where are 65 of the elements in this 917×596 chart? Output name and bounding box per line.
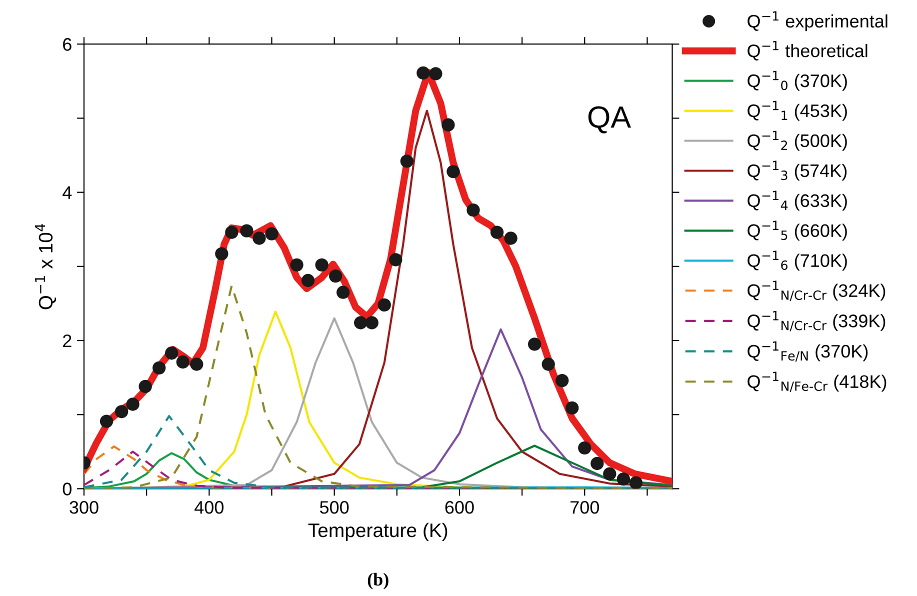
point — [126, 398, 140, 411]
legend-label: Q$^{−1}$$_{Fe/N}$ (370K) — [748, 341, 868, 362]
point — [490, 226, 504, 239]
x-tick-label: 300 — [70, 501, 98, 514]
point — [603, 467, 616, 480]
legend-label: Q$^{−1}$$_{5}$ (660K) — [748, 220, 847, 241]
y-tick-label: 4 — [62, 186, 72, 199]
point — [542, 358, 555, 371]
y-tick-label: 2 — [63, 334, 72, 348]
point — [378, 298, 391, 312]
point — [556, 374, 569, 388]
x-tick-label: 400 — [194, 501, 224, 514]
legend-label: Q$^{−1}$$_{0}$ (370K) — [748, 70, 847, 91]
point — [616, 472, 630, 486]
y-tick-label: 0 — [62, 482, 72, 496]
legend-label: Q$^{−1}$$_{N/Cr-Cr}$ (324K) — [748, 280, 886, 301]
point — [400, 154, 414, 168]
x-tick-label: 600 — [445, 501, 474, 514]
point — [416, 66, 430, 80]
legend-label: Q$^{−1}$$_{6}$ (710K) — [748, 250, 847, 271]
point — [176, 355, 190, 369]
point — [265, 227, 278, 240]
point — [252, 232, 266, 245]
point — [389, 253, 402, 266]
legend-label: Q$^{−1}$ theoretical — [748, 40, 868, 61]
legend-label: Q$^{−1}$$_{N/Fe-Cr}$ (418K) — [748, 372, 886, 392]
point — [315, 258, 328, 272]
point — [365, 316, 378, 330]
point — [114, 405, 128, 418]
point — [504, 232, 518, 245]
legend-label: Q$^{−1}$$_{N/Cr-Cr}$ (339K) — [748, 311, 886, 332]
point — [138, 380, 152, 394]
legend-label: Q$^{−1}$$_{1}$ (453K) — [748, 100, 847, 121]
point — [328, 269, 342, 283]
point — [629, 476, 643, 489]
annotation: QA — [588, 106, 632, 134]
point — [590, 456, 604, 470]
y-axis-title: Q$^{−1}$ x 10$^{4}$ — [35, 224, 56, 310]
point — [528, 338, 542, 351]
point — [354, 316, 368, 330]
point — [566, 401, 579, 415]
legend-label: Q$^{−1}$$_{3}$ (574K) — [748, 160, 847, 181]
point — [446, 164, 460, 178]
point — [578, 441, 592, 455]
point — [152, 361, 166, 375]
legend-label: Q$^{−1}$ experimental — [748, 11, 888, 32]
legend-label: Q$^{−1}$$_{4}$ (633K) — [748, 190, 847, 211]
point — [100, 414, 114, 428]
x-tick-label: 700 — [570, 501, 599, 514]
point — [190, 358, 204, 371]
y-tick-label: 6 — [63, 38, 72, 51]
legend-label: Q$^{−1}$$_{2}$ (500K) — [748, 130, 847, 151]
point — [165, 346, 178, 360]
point — [336, 286, 350, 299]
point — [466, 204, 480, 217]
point — [429, 67, 442, 80]
point — [225, 226, 238, 239]
point — [240, 224, 254, 238]
x-axis-title: Temperature (K) — [308, 522, 448, 542]
text: (b) — [368, 572, 388, 590]
x-tick-label: 500 — [320, 501, 349, 514]
point — [442, 118, 455, 132]
point — [215, 247, 228, 260]
point — [301, 274, 315, 288]
point — [290, 258, 304, 272]
